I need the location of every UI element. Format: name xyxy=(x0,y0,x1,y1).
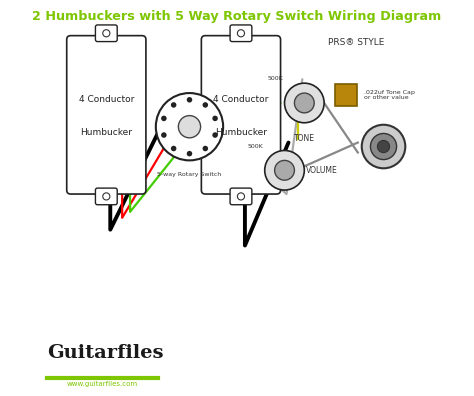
FancyBboxPatch shape xyxy=(230,25,252,42)
Circle shape xyxy=(371,133,397,160)
Text: Humbucker: Humbucker xyxy=(215,128,267,137)
Circle shape xyxy=(212,132,218,138)
Circle shape xyxy=(274,160,294,180)
Circle shape xyxy=(237,30,245,37)
Text: .022uf Tone Cap
or other value: .022uf Tone Cap or other value xyxy=(364,89,415,101)
Text: PRS® STYLE: PRS® STYLE xyxy=(328,38,384,47)
Circle shape xyxy=(202,146,208,151)
FancyBboxPatch shape xyxy=(67,36,146,194)
Circle shape xyxy=(187,97,192,103)
Circle shape xyxy=(171,102,176,108)
Text: 2 Humbuckers with 5 Way Rotary Switch Wiring Diagram: 2 Humbuckers with 5 Way Rotary Switch Wi… xyxy=(32,10,442,23)
Circle shape xyxy=(171,146,176,151)
Bar xyxy=(335,84,357,106)
FancyBboxPatch shape xyxy=(230,188,252,205)
Circle shape xyxy=(264,150,304,190)
Circle shape xyxy=(284,83,324,123)
Circle shape xyxy=(156,93,223,160)
Circle shape xyxy=(161,116,167,121)
Text: 4 Conductor: 4 Conductor xyxy=(213,95,269,104)
Text: TONE: TONE xyxy=(294,134,315,143)
Circle shape xyxy=(237,193,245,200)
Text: www.guitarfiles.com: www.guitarfiles.com xyxy=(67,381,138,387)
Circle shape xyxy=(161,132,167,138)
Circle shape xyxy=(212,116,218,121)
Text: Guitarfiles: Guitarfiles xyxy=(47,345,164,362)
Circle shape xyxy=(103,193,110,200)
Circle shape xyxy=(362,125,405,168)
Text: VOLUME: VOLUME xyxy=(306,166,338,175)
Circle shape xyxy=(178,116,201,138)
Circle shape xyxy=(294,93,314,113)
Text: Humbucker: Humbucker xyxy=(80,128,132,137)
FancyBboxPatch shape xyxy=(95,25,117,42)
Text: 5-way Rotary Switch: 5-way Rotary Switch xyxy=(157,172,222,177)
Text: 500K: 500K xyxy=(248,143,264,148)
Text: 500K: 500K xyxy=(268,76,283,81)
Circle shape xyxy=(377,141,390,152)
Circle shape xyxy=(187,151,192,156)
Circle shape xyxy=(202,102,208,108)
FancyBboxPatch shape xyxy=(95,188,117,205)
FancyBboxPatch shape xyxy=(201,36,281,194)
Circle shape xyxy=(103,30,110,37)
Text: 4 Conductor: 4 Conductor xyxy=(79,95,134,104)
